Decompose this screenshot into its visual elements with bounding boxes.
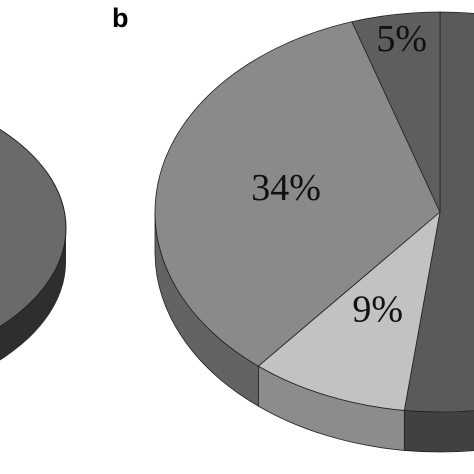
value-label: 34% (251, 167, 321, 209)
pie-slice (351, 11, 441, 213)
pie: 9% 34% 5% (154, 11, 474, 453)
left-pie (0, 128, 67, 361)
pie-slice (257, 210, 441, 411)
value-label: 5% (376, 18, 427, 60)
value-label: 9% (352, 289, 403, 331)
left-pie-top (0, 128, 67, 328)
pie-slice (154, 21, 441, 367)
pie-tops: 9% 34% 5% (154, 11, 474, 413)
panel-label: b (112, 3, 129, 33)
pie-sides (154, 211, 474, 453)
pie-slice (403, 11, 474, 413)
